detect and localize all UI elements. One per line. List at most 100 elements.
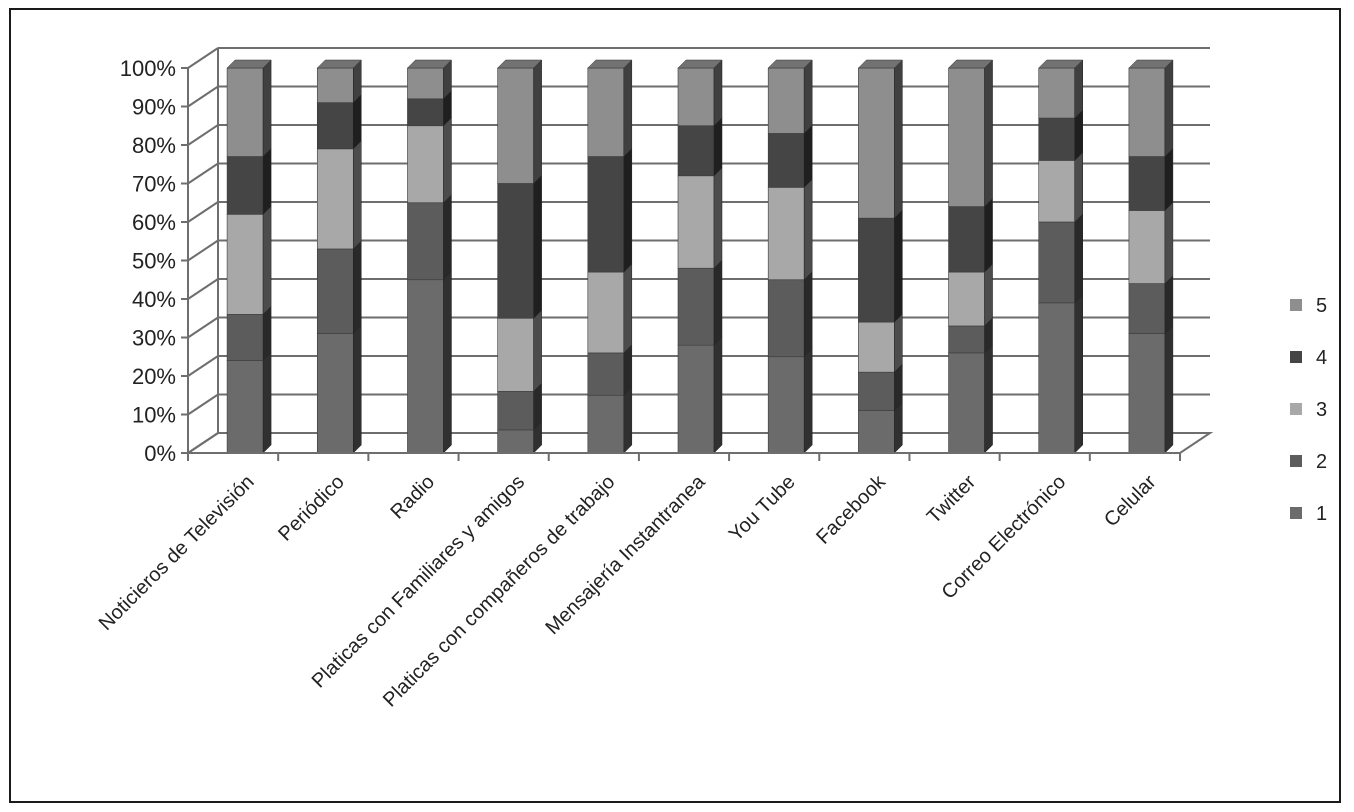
bar-segment-side xyxy=(803,271,813,358)
bar-segment xyxy=(677,344,715,454)
bar-segment-side xyxy=(353,94,362,150)
bar-segment-side xyxy=(1164,274,1174,335)
bar-segment-top xyxy=(1038,59,1084,69)
bar-segment-side xyxy=(984,263,993,327)
bar-segment xyxy=(407,202,444,281)
x-tick-label: Noticieros de Televisión xyxy=(95,471,259,635)
bar-segment-top xyxy=(677,59,723,69)
bar-segment-side xyxy=(262,351,272,454)
bar-segment-side xyxy=(533,59,542,185)
bar-segment xyxy=(948,352,985,454)
bar-stack xyxy=(857,59,903,454)
legend-item: 5 xyxy=(1290,295,1327,317)
bar-segment-side xyxy=(803,59,813,135)
bar-segment xyxy=(767,356,805,454)
bar-segment-side xyxy=(1074,213,1083,304)
bar-segment xyxy=(497,391,534,431)
bar-segment xyxy=(316,67,354,103)
legend-label: 5 xyxy=(1316,295,1327,317)
bar-segment xyxy=(1038,221,1076,304)
bar-segment-side xyxy=(623,147,633,273)
bar-segment xyxy=(1038,67,1076,119)
gridline-diagonal xyxy=(187,124,219,146)
bar-segment-top xyxy=(1128,59,1174,69)
bar-segment-top xyxy=(226,59,272,69)
gridline-diagonal xyxy=(187,393,219,416)
legend-item: 3 xyxy=(1290,399,1327,421)
legend-label: 2 xyxy=(1316,451,1327,473)
legend-swatch xyxy=(1290,299,1302,311)
gridline-diagonal xyxy=(187,201,219,223)
bar-segment-side xyxy=(1164,147,1174,212)
bar-segment xyxy=(948,206,985,273)
y-tick-label: 40% xyxy=(132,287,176,312)
bar-segment xyxy=(497,183,534,319)
y-tick-label: 70% xyxy=(132,172,176,197)
bar-segment-top xyxy=(767,59,813,69)
bar-stack xyxy=(767,59,813,454)
legend-item: 4 xyxy=(1290,347,1327,369)
bar-segment-side xyxy=(894,313,903,373)
bar-segment xyxy=(948,325,985,354)
bar-segment xyxy=(767,133,805,188)
y-tick-label: 10% xyxy=(132,403,176,428)
bar-segment-top xyxy=(316,59,362,69)
bar-segment-top xyxy=(947,59,994,69)
bar-segment xyxy=(948,271,985,327)
bar-segment-side xyxy=(803,348,813,454)
bar-segment xyxy=(226,314,264,361)
bar-stack xyxy=(316,59,362,454)
gridline-diagonal xyxy=(187,85,219,108)
bar-stack xyxy=(587,59,633,454)
x-tick-label: Mensajería Instantranea xyxy=(541,470,710,639)
bar-segment-side xyxy=(713,59,723,127)
bar-segment-side xyxy=(353,240,362,335)
bar-segment-side xyxy=(623,263,633,354)
bar-segment-side xyxy=(443,271,452,454)
bar-segment xyxy=(316,248,354,334)
bar-segment xyxy=(677,267,715,346)
bar-segment xyxy=(226,67,264,157)
bar-segment-side xyxy=(713,336,723,454)
bar-segment-side xyxy=(803,178,813,281)
y-tick-label: 60% xyxy=(132,210,176,235)
bar-segment-side xyxy=(894,209,903,323)
gridline-diagonal xyxy=(187,162,219,185)
bar-segment-side xyxy=(533,174,542,319)
gridline-diagonal xyxy=(187,278,219,300)
bar-segment xyxy=(226,156,264,215)
bar-segment-side xyxy=(984,59,993,208)
bar-segment-side xyxy=(713,167,723,269)
bar-segment xyxy=(677,175,715,269)
x-tick-label: Celular xyxy=(1100,471,1161,532)
bar-segment-side xyxy=(353,140,362,250)
bar-segment xyxy=(677,67,715,127)
legend-swatch xyxy=(1290,455,1302,467)
bar-segment-side xyxy=(623,59,633,158)
y-tick-label: 100% xyxy=(120,56,176,81)
y-tick-label: 20% xyxy=(132,364,176,389)
bar-segment xyxy=(948,67,985,207)
bar-segment-side xyxy=(1164,59,1174,158)
bar-segment-side xyxy=(1074,151,1083,223)
bar-stack xyxy=(1128,59,1174,454)
bar-segment xyxy=(858,410,895,454)
bar-segment xyxy=(587,67,625,157)
x-tick-label: Facebook xyxy=(812,470,890,548)
gridline-diagonal xyxy=(187,432,219,454)
bar-segment xyxy=(226,360,264,454)
bar-segment xyxy=(1128,283,1166,334)
bar-segment-side xyxy=(623,344,633,396)
bar-segment xyxy=(316,148,354,250)
legend-label: 3 xyxy=(1316,399,1327,421)
bar-segment xyxy=(407,279,444,454)
y-tick-label: 90% xyxy=(132,95,176,120)
bar-segment xyxy=(407,125,444,204)
bar-segment-side xyxy=(443,194,452,281)
bar-segment xyxy=(858,371,895,411)
gridline-diagonal xyxy=(187,239,219,262)
bar-segment-top xyxy=(587,59,633,69)
bar-segment xyxy=(1128,333,1166,454)
x-tick-label: Radio xyxy=(386,471,439,524)
bar-segment-side xyxy=(262,205,272,316)
